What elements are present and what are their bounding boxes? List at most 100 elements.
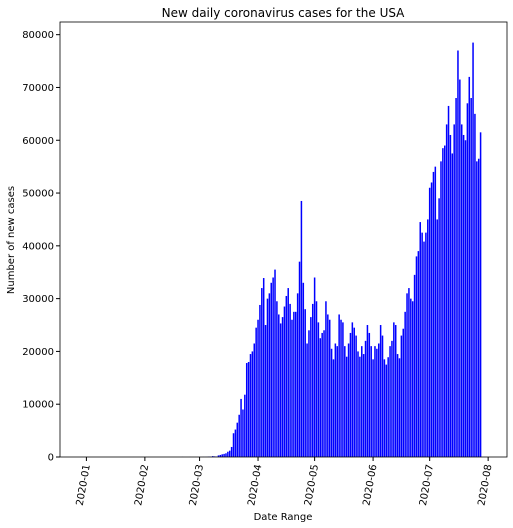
x-tick-label: 2020-07: [418, 464, 436, 507]
bar: [315, 301, 318, 457]
x-tick-label: 2020-08: [477, 464, 495, 507]
bar: [293, 311, 295, 457]
bar: [445, 124, 448, 458]
bar: [217, 455, 220, 457]
bar: [361, 346, 363, 457]
bar: [374, 346, 376, 457]
bar: [398, 358, 401, 457]
x-tick-label: 2020-03: [188, 464, 206, 507]
bar: [242, 409, 244, 457]
y-tick-label: 80000: [22, 30, 54, 41]
bar: [393, 322, 395, 457]
bar: [440, 161, 442, 457]
bar: [472, 42, 474, 457]
bar: [253, 343, 256, 457]
bar: [402, 328, 405, 457]
bar: [291, 319, 293, 457]
bar: [466, 103, 469, 457]
bar: [278, 314, 280, 457]
bar: [298, 261, 301, 457]
bar: [362, 354, 365, 457]
bar: [249, 354, 252, 457]
bar: [236, 422, 239, 457]
bar: [464, 140, 467, 457]
bar: [428, 187, 431, 457]
bar: [442, 148, 444, 457]
bar: [264, 325, 267, 457]
bar: [259, 304, 261, 457]
bar: [276, 301, 278, 457]
bar: [338, 314, 340, 457]
bar: [317, 322, 320, 457]
plot-frame: [59, 21, 508, 458]
bar: [444, 145, 446, 457]
bar: [436, 219, 438, 457]
bar: [268, 293, 271, 457]
bar: [389, 346, 391, 457]
bar: [357, 351, 359, 457]
bar: [310, 317, 312, 457]
bar: [257, 319, 259, 457]
bar: [223, 453, 225, 457]
bar: [421, 232, 423, 457]
bar: [417, 251, 420, 457]
bar: [381, 335, 384, 457]
bar: [449, 134, 452, 457]
bar: [372, 359, 374, 457]
bar: [230, 446, 233, 457]
y-tick-label: 30000: [22, 294, 54, 305]
bar: [287, 288, 289, 457]
bar: [451, 153, 454, 457]
x-tick-label: 2020-05: [303, 464, 321, 507]
y-tick-label: 10000: [22, 400, 54, 411]
bar: [432, 171, 435, 457]
bar: [261, 288, 263, 457]
bar: [313, 277, 316, 457]
bar: [296, 293, 299, 457]
bar: [279, 323, 282, 457]
bar: [474, 113, 476, 457]
bar: [244, 394, 246, 457]
x-tick-label: 2020-01: [75, 464, 93, 507]
bar: [295, 311, 297, 457]
y-tick-label: 60000: [22, 136, 54, 147]
y-tick-label: 0: [48, 453, 54, 464]
bar: [325, 301, 327, 457]
bar: [406, 293, 408, 457]
bar: [306, 343, 308, 457]
bar: [323, 330, 325, 457]
bar: [283, 306, 286, 457]
bar: [344, 346, 346, 457]
bar: [411, 301, 414, 457]
bar: [281, 317, 284, 457]
bar: [396, 354, 399, 457]
bar: [413, 274, 416, 457]
y-axis-label: Number of new cases: [6, 186, 17, 294]
bar: [247, 361, 250, 457]
bar: [349, 332, 352, 457]
bar: [332, 359, 335, 457]
bar: [304, 309, 306, 457]
bar: [394, 325, 397, 457]
bar: [327, 314, 329, 457]
x-tick-label: 2020-04: [246, 464, 264, 507]
bar: [272, 277, 274, 457]
bar: [300, 200, 303, 457]
bar: [430, 182, 433, 457]
bar: [302, 282, 305, 457]
bar: [477, 158, 480, 457]
bar: [410, 298, 412, 457]
bar: [285, 295, 288, 457]
bar: [366, 325, 369, 457]
bar: [262, 278, 265, 457]
bar: [479, 132, 482, 457]
bar: [251, 351, 254, 457]
bar: [219, 454, 222, 457]
bar: [330, 348, 333, 457]
bar: [453, 124, 455, 458]
bar: [391, 340, 393, 457]
bar: [462, 134, 465, 457]
y-tick-label: 50000: [22, 189, 54, 200]
bar: [427, 219, 429, 457]
